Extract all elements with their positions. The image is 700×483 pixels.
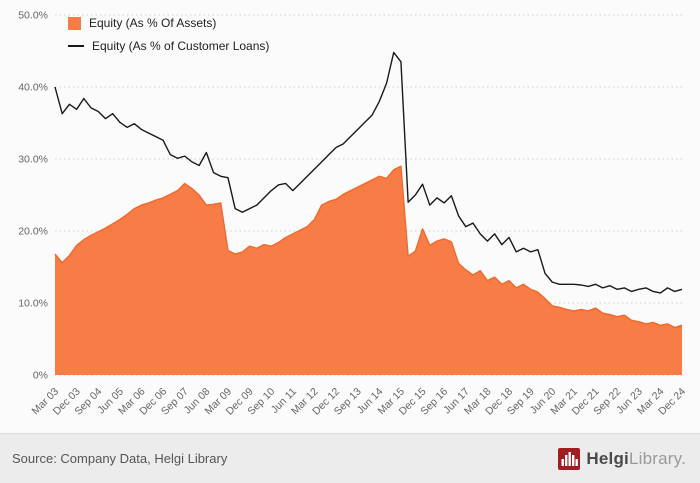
legend-label-assets: Equity (As % Of Assets) — [89, 16, 217, 30]
legend-label-loans: Equity (As % of Customer Loans) — [92, 39, 270, 53]
chart-footer: Source: Company Data, Helgi Library Helg… — [0, 433, 700, 483]
svg-text:50.0%: 50.0% — [18, 10, 48, 22]
equity-chart: 0% 10.0% 20.0% 30.0% 40.0% 50.0% Mar 03 Dec 03 S… — [18, 10, 688, 418]
helgi-logo: HelgiLibrary. — [558, 447, 686, 470]
legend-item-loans: Equity (As % of Customer Loans) — [68, 39, 269, 53]
source-text: Source: Company Data, Helgi Library — [12, 451, 228, 466]
svg-text:30.0%: 30.0% — [18, 154, 48, 166]
legend-swatch-assets — [68, 16, 81, 30]
legend-item-assets: Equity (As % Of Assets) — [68, 16, 269, 30]
svg-text:40.0%: 40.0% — [18, 82, 48, 94]
logo-text-secondary: Library. — [628, 448, 686, 468]
logo-text: HelgiLibrary. — [586, 449, 686, 469]
chart-legend: Equity (As % Of Assets) Equity (As % of … — [68, 16, 269, 53]
helgi-logo-icon — [558, 447, 581, 470]
legend-swatch-loans — [68, 45, 84, 47]
svg-text:10.0%: 10.0% — [18, 298, 48, 310]
svg-text:0%: 0% — [33, 370, 48, 382]
svg-text:20.0%: 20.0% — [18, 226, 48, 238]
logo-text-primary: Helgi — [586, 448, 629, 468]
